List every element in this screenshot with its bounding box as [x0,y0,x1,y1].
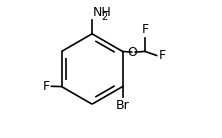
Text: F: F [158,49,165,62]
Text: 2: 2 [101,12,107,22]
Text: F: F [142,23,149,36]
Text: Br: Br [116,99,129,112]
Text: NH: NH [93,6,111,19]
Text: F: F [42,80,50,93]
Text: O: O [127,46,137,59]
